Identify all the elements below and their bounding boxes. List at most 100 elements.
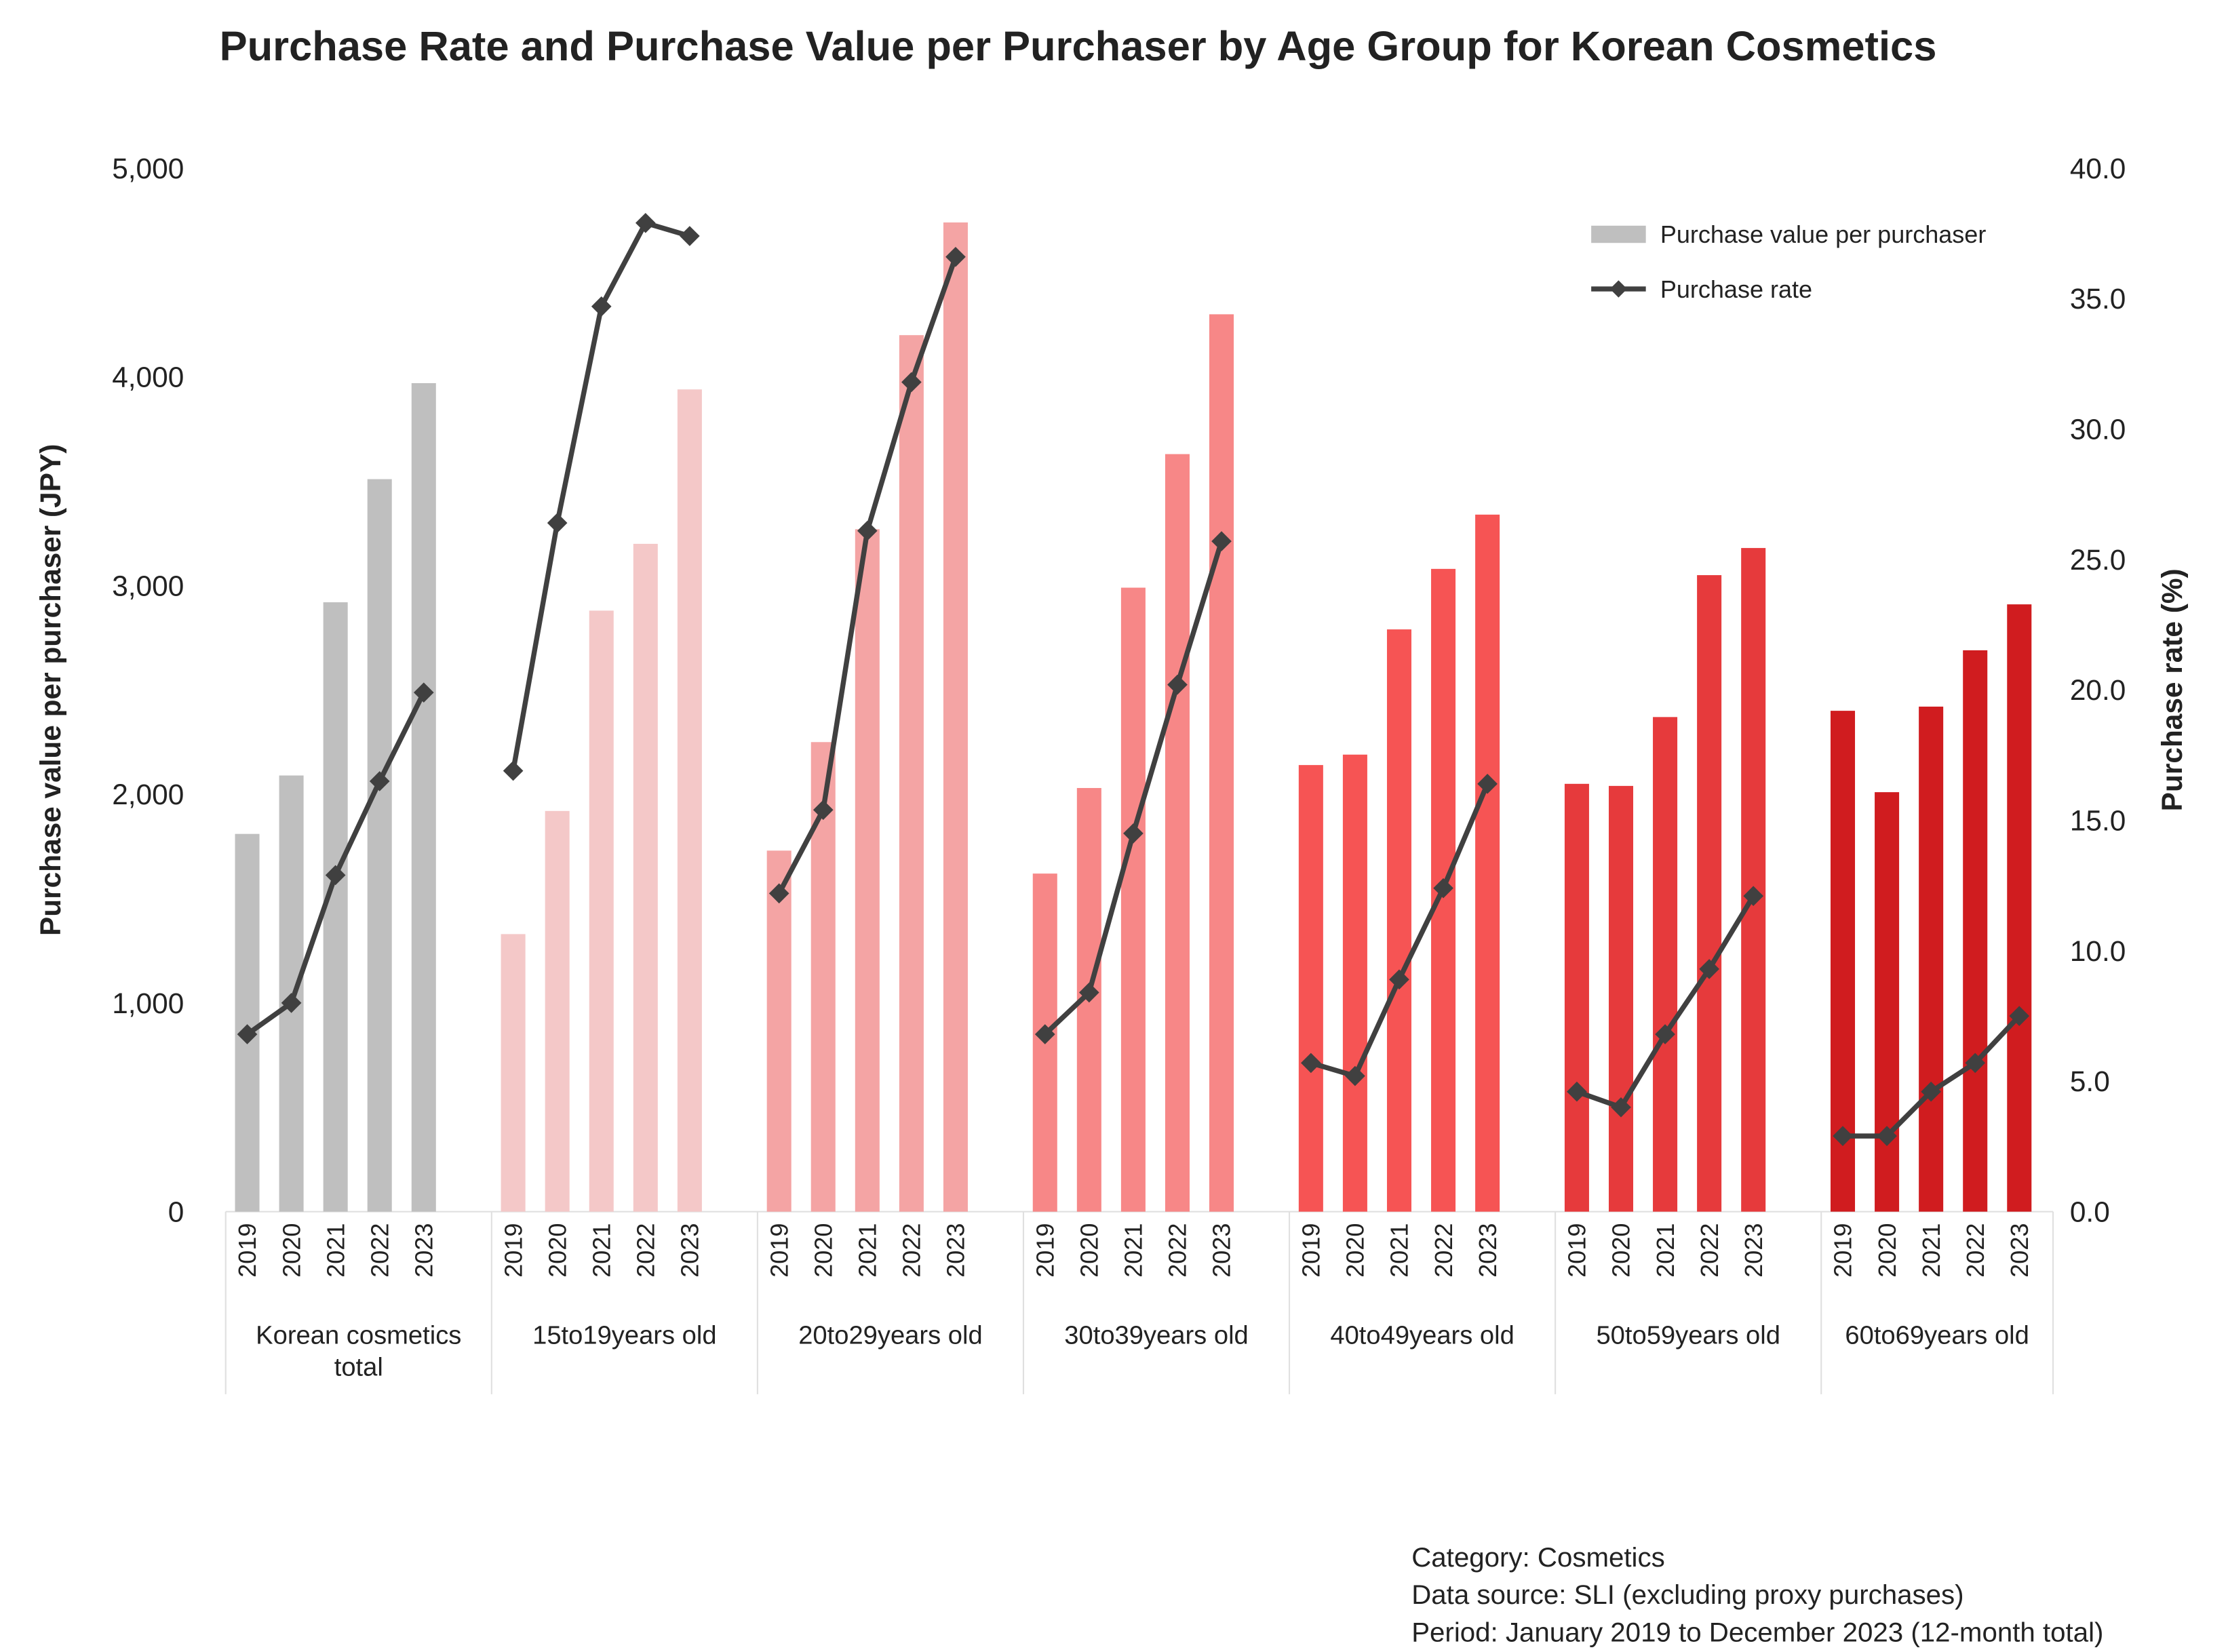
x-tick-label: 2022 xyxy=(1696,1223,1723,1278)
bar xyxy=(1165,454,1190,1212)
y2-tick-label: 25.0 xyxy=(2070,544,2126,576)
group-label: 60to69years old xyxy=(1845,1320,2029,1350)
footnote: Period: January 2019 to December 2023 (1… xyxy=(1411,1617,2103,1647)
y2-tick-label: 0.0 xyxy=(2070,1196,2110,1228)
x-tick-label: 2022 xyxy=(898,1223,926,1278)
rate-marker xyxy=(2009,1006,2030,1027)
x-tick-label: 2022 xyxy=(1164,1223,1192,1278)
bar xyxy=(1875,792,1900,1212)
group-label: 15to19years old xyxy=(532,1320,717,1350)
group-label-box: Korean cosmetics total xyxy=(256,1321,461,1381)
legend-label: Purchase value per purchaser xyxy=(1660,220,1986,248)
bar xyxy=(589,610,614,1212)
bar xyxy=(1475,514,1500,1212)
rate-marker xyxy=(281,993,302,1013)
x-tick-label: 2019 xyxy=(1829,1223,1857,1278)
rate-marker xyxy=(1833,1126,1853,1146)
bar xyxy=(501,934,526,1212)
rate-marker xyxy=(680,226,700,246)
y2-tick-label: 20.0 xyxy=(2070,674,2126,706)
legend-marker xyxy=(1609,280,1628,298)
bar xyxy=(899,335,924,1212)
x-tick-label: 2021 xyxy=(1120,1223,1148,1278)
x-tick-label: 2020 xyxy=(1873,1223,1901,1278)
rate-marker xyxy=(1167,674,1188,695)
group-label-box: 20to29years old xyxy=(798,1320,983,1350)
rate-marker xyxy=(503,760,524,781)
x-tick-label: 2023 xyxy=(1474,1223,1502,1278)
x-tick-label: 2019 xyxy=(1031,1223,1059,1278)
x-tick-label: 2021 xyxy=(1917,1223,1945,1278)
bar xyxy=(1120,587,1146,1212)
bar xyxy=(1386,629,1411,1212)
x-tick-label: 2021 xyxy=(321,1223,349,1278)
y-tick-label: 0 xyxy=(168,1196,184,1228)
x-tick-label: 2023 xyxy=(2006,1223,2033,1278)
x-tick-label: 2023 xyxy=(1208,1223,1236,1278)
bar xyxy=(1919,706,1944,1212)
y2-tick-label: 35.0 xyxy=(2070,283,2126,315)
footnote: Category: Cosmetics xyxy=(1411,1542,1665,1573)
x-tick-label: 2023 xyxy=(676,1223,704,1278)
rate-marker xyxy=(813,800,834,821)
rate-marker xyxy=(547,513,568,533)
bar xyxy=(633,543,658,1212)
group-label-box: 15to19years old xyxy=(532,1320,717,1350)
y-tick-label: 2,000 xyxy=(112,779,184,810)
x-tick-label: 2022 xyxy=(1430,1223,1458,1278)
group-label-box: 30to39years old xyxy=(1064,1321,1248,1350)
x-tick-label: 2023 xyxy=(942,1223,970,1278)
x-tick-label: 2019 xyxy=(499,1223,527,1278)
y2-tick-label: 15.0 xyxy=(2070,805,2126,837)
bar xyxy=(367,479,392,1212)
x-tick-label: 2021 xyxy=(1652,1223,1679,1278)
x-tick-label: 2021 xyxy=(1386,1223,1413,1278)
bar xyxy=(1963,650,1988,1212)
rate-marker xyxy=(1611,1097,1631,1118)
bar xyxy=(411,382,436,1212)
y-tick-label: 5,000 xyxy=(112,153,184,184)
chart-title: Purchase Rate and Purchase Value per Pur… xyxy=(220,23,1937,70)
rate-marker xyxy=(1699,959,1719,979)
rate-marker xyxy=(1433,878,1453,899)
rate-marker xyxy=(635,212,656,233)
y2-tick-label: 30.0 xyxy=(2070,414,2126,446)
y2-axis-title: Purchase rate (%) xyxy=(2156,568,2188,811)
legend-swatch xyxy=(1591,225,1646,243)
bar xyxy=(1741,548,1766,1212)
bar xyxy=(1608,785,1634,1212)
y-tick-label: 3,000 xyxy=(112,570,184,602)
rate-marker xyxy=(591,296,612,317)
group-label: 20to29years old xyxy=(798,1320,983,1350)
x-tick-label: 2020 xyxy=(543,1223,571,1278)
y2-tick-label: 5.0 xyxy=(2070,1065,2110,1097)
y-axis-title: Purchase value per purchaser (JPY) xyxy=(35,444,66,936)
x-tick-label: 2022 xyxy=(366,1223,393,1278)
y2-tick-label: 10.0 xyxy=(2070,935,2126,967)
x-tick-label: 2020 xyxy=(1076,1223,1103,1278)
x-tick-label: 2020 xyxy=(277,1223,305,1278)
group-label-box: 60to69years old xyxy=(1845,1320,2029,1350)
bar xyxy=(1564,783,1589,1212)
bar xyxy=(1209,314,1234,1212)
y-tick-label: 1,000 xyxy=(112,987,184,1019)
x-tick-label: 2022 xyxy=(632,1223,660,1278)
y-tick-label: 4,000 xyxy=(112,361,184,393)
bar xyxy=(1697,575,1722,1212)
x-tick-label: 2023 xyxy=(1740,1223,1767,1278)
group-label: 50to59years old xyxy=(1596,1320,1780,1350)
rate-marker xyxy=(1921,1081,1941,1102)
rate-marker xyxy=(1567,1081,1587,1102)
bar xyxy=(677,389,702,1212)
x-tick-label: 2022 xyxy=(1961,1223,1989,1278)
y2-tick-label: 40.0 xyxy=(2070,153,2126,184)
bar xyxy=(2007,604,2032,1212)
rate-marker xyxy=(1345,1065,1365,1086)
bar xyxy=(855,529,880,1212)
bar xyxy=(1298,765,1323,1212)
bar xyxy=(1342,754,1367,1212)
x-tick-label: 2019 xyxy=(233,1223,261,1278)
group-label-box: 50to59years old xyxy=(1596,1320,1780,1350)
